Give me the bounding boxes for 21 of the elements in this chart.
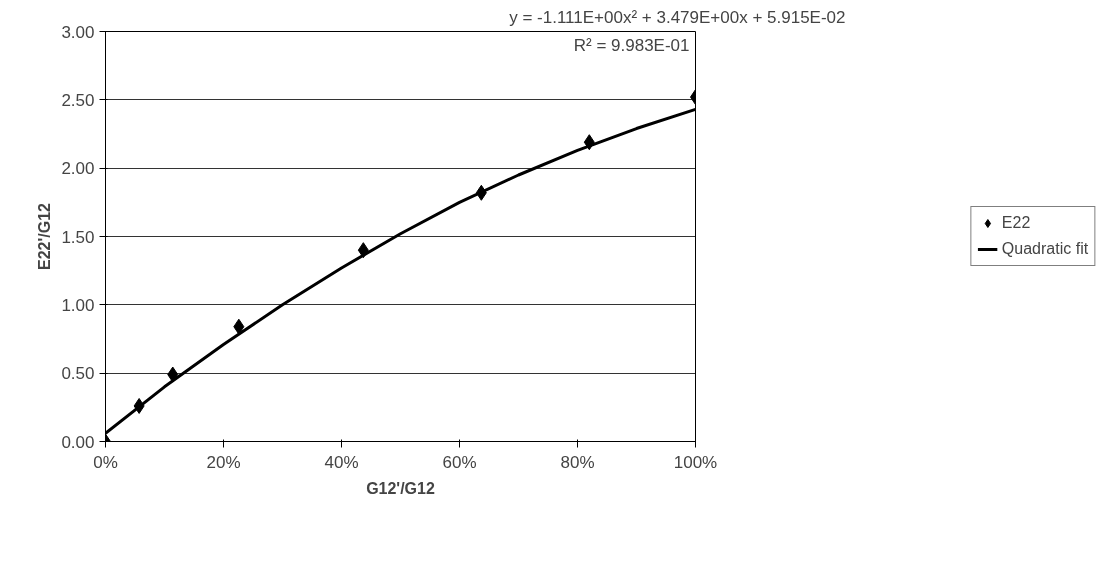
y-axis-title: E22'/G12 xyxy=(36,202,54,270)
point xyxy=(167,366,179,383)
y-tick-label: 3.00 xyxy=(61,22,95,42)
x-tick-label: 80% xyxy=(560,452,595,472)
legend-label: Quadratic fit xyxy=(1001,240,1089,258)
text: y = -1.111E+00x² + 3.479E+00x + 5.915E-02 xyxy=(509,7,846,27)
y-tick-label: 1.00 xyxy=(61,295,95,315)
annotation: R² = 9.983E-01 xyxy=(573,35,690,55)
x-tick-label: 100% xyxy=(673,452,718,472)
point xyxy=(233,318,245,335)
x-axis-title: G12'/G12 xyxy=(366,479,435,497)
y-tick-label: 0.00 xyxy=(61,432,95,452)
x-tick-label: 0% xyxy=(93,452,118,472)
legend-label: E22 xyxy=(1001,214,1031,232)
y-tick-label: 1.50 xyxy=(61,227,95,247)
x-tick-label: 20% xyxy=(206,452,241,472)
y-tick-label: 0.50 xyxy=(61,364,95,384)
y-tick-label: 2.00 xyxy=(61,159,95,179)
x-tick-label: 60% xyxy=(442,452,477,472)
x-tick-label: 40% xyxy=(324,452,359,472)
y-tick-label: 2.50 xyxy=(61,90,95,110)
